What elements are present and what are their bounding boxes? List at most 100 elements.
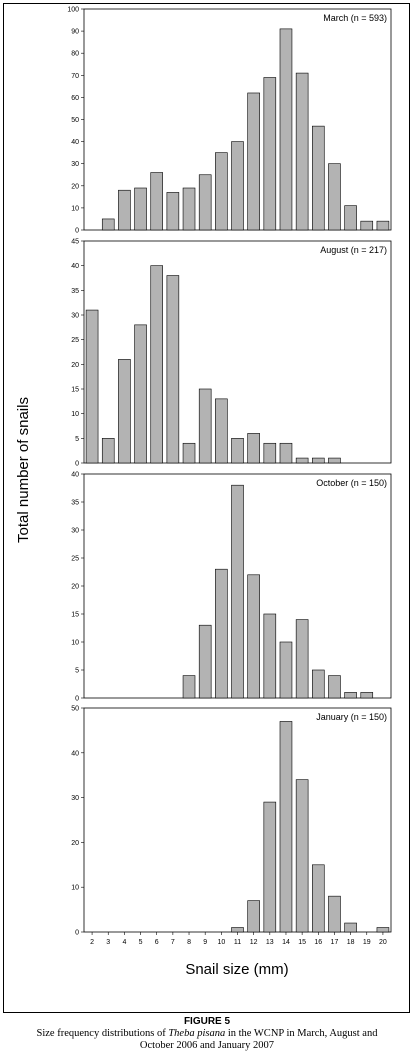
bar-7mm	[166, 192, 180, 231]
bar-11mm	[231, 484, 244, 699]
bar-15mm	[295, 619, 309, 699]
y-tick-label: 15	[71, 387, 79, 394]
bar-18mm	[344, 205, 357, 231]
x-tick-label: 2	[90, 939, 94, 946]
panel-label: January (n = 150)	[316, 712, 387, 722]
bar-13mm	[263, 77, 277, 231]
bar-14mm	[279, 442, 293, 464]
panel-1: 0 5 10 15 20 25 30 35 40 45 August (n = 217)	[71, 239, 392, 468]
bar-5mm	[134, 324, 147, 464]
panel-label: August (n = 217)	[320, 245, 387, 255]
bar-3mm	[101, 438, 115, 464]
bar-7mm	[166, 275, 180, 464]
bar-12mm	[247, 900, 260, 933]
x-tick-label: 12	[250, 939, 258, 946]
bar-17mm	[328, 163, 341, 231]
bar-13mm	[263, 801, 277, 933]
bar-9mm	[198, 388, 212, 464]
figure-frame	[3, 3, 410, 1013]
bar-14mm	[279, 721, 293, 933]
y-tick-label: 30	[71, 528, 79, 535]
bar-11mm	[231, 438, 244, 464]
bar-13mm	[263, 442, 277, 464]
bar-17mm	[328, 675, 341, 699]
x-tick-label: 7	[171, 939, 175, 946]
y-tick-label: 20	[71, 362, 79, 369]
figure-title: FIGURE 5	[183, 1016, 231, 1027]
y-tick-label: 40	[71, 263, 79, 270]
panel-label: October (n = 150)	[316, 478, 387, 488]
x-axis-title: Snail size (mm)	[185, 961, 288, 978]
y-tick-label: 10	[71, 205, 79, 212]
y-tick-label: 0	[75, 461, 79, 468]
bar-18mm	[344, 922, 357, 933]
bar-8mm	[182, 675, 196, 699]
y-tick-label: 40	[71, 750, 79, 757]
panel-3: 0 10 20 30 40 50 January (n = 150)	[71, 706, 392, 937]
panel-0: 0 10 20 30 40 50 60 70 80 90 100 March (n = 593)	[67, 7, 392, 235]
bar-9mm	[198, 174, 212, 231]
bar-19mm	[360, 220, 374, 231]
y-tick-label: 5	[75, 436, 79, 443]
bar-16mm	[312, 125, 325, 231]
y-axis-title: Total number of snails	[15, 397, 32, 543]
y-tick-label: 30	[71, 313, 79, 320]
bar-4mm	[118, 359, 131, 464]
y-tick-label: 0	[75, 696, 79, 703]
x-tick-label: 5	[139, 939, 143, 946]
x-tick-label: 19	[363, 939, 371, 946]
bar-11mm	[231, 141, 244, 231]
y-tick-label: 30	[71, 161, 79, 168]
y-tick-label: 35	[71, 500, 79, 507]
bar-12mm	[247, 92, 260, 231]
bar-3mm	[101, 218, 115, 231]
bar-15mm	[295, 779, 309, 933]
x-tick-label: 20	[379, 939, 387, 946]
caption-species-name: Theba pisana	[168, 1028, 226, 1039]
size-frequency-chart: Total number of snails Snail size (mm) 0…	[15, 7, 392, 978]
bar-20mm	[376, 927, 390, 933]
bar-5mm	[134, 187, 147, 231]
x-tick-label: 15	[298, 939, 306, 946]
y-tick-label: 70	[71, 73, 79, 80]
y-tick-label: 35	[71, 288, 79, 295]
x-tick-label: 14	[282, 939, 290, 946]
bar-17mm	[328, 457, 341, 464]
y-tick-label: 90	[71, 29, 79, 36]
y-tick-label: 40	[71, 472, 79, 479]
y-tick-label: 20	[71, 584, 79, 591]
bar-13mm	[263, 613, 277, 699]
y-tick-label: 45	[71, 239, 79, 246]
y-tick-label: 25	[71, 556, 79, 563]
bar-6mm	[150, 172, 163, 231]
x-tick-label: 4	[122, 939, 126, 946]
y-tick-label: 0	[75, 228, 79, 235]
y-tick-label: 15	[71, 612, 79, 619]
bar-8mm	[182, 187, 196, 231]
y-tick-label: 20	[71, 183, 79, 190]
bar-12mm	[247, 433, 260, 464]
x-tick-label: 18	[347, 939, 355, 946]
panel-label: March (n = 593)	[323, 13, 387, 23]
x-tick-label: 13	[266, 939, 274, 946]
bar-15mm	[295, 457, 309, 464]
figure-caption: FIGURE 5 Size frequency distributions of…	[0, 1016, 414, 1052]
bar-2mm	[85, 309, 99, 464]
bar-16mm	[312, 669, 325, 699]
bar-9mm	[198, 624, 212, 699]
x-tick-label: 9	[203, 939, 207, 946]
x-tick-label: 11	[234, 939, 241, 946]
bar-12mm	[247, 574, 260, 699]
x-tick-label: 10	[217, 939, 225, 946]
x-tick-label: 17	[331, 939, 339, 946]
y-tick-label: 0	[75, 930, 79, 937]
caption-text-start: Size frequency distributions of	[36, 1028, 169, 1039]
bar-10mm	[215, 398, 228, 464]
x-tick-label: 16	[314, 939, 322, 946]
y-tick-label: 30	[71, 795, 79, 802]
x-tick-label: 8	[187, 939, 191, 946]
y-tick-label: 10	[71, 411, 79, 418]
y-tick-label: 10	[71, 640, 79, 647]
bar-10mm	[215, 152, 228, 231]
